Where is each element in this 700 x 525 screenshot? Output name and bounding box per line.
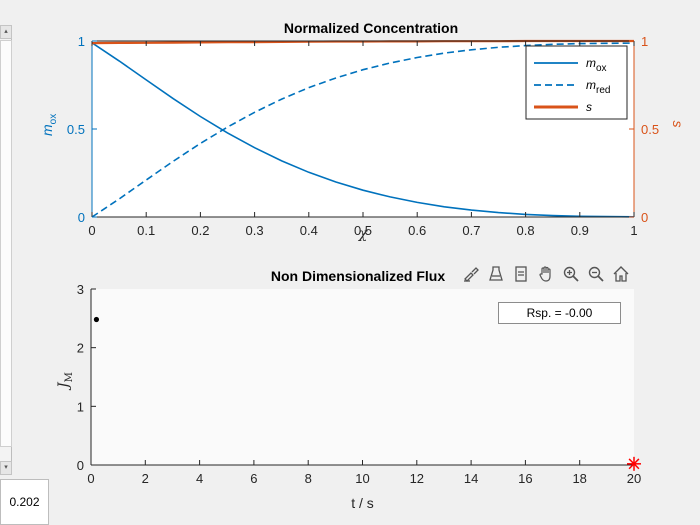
- top-left-y-axis-label: mox: [39, 114, 59, 136]
- legend-entry-label: mox: [586, 56, 607, 74]
- pan-hand-icon[interactable]: [534, 262, 558, 286]
- data-tips-icon[interactable]: [484, 262, 508, 286]
- top-x-tick-label: 0.7: [462, 223, 480, 238]
- bottom-x-tick-label: 8: [305, 471, 312, 486]
- slider-value-text: 0.202: [9, 495, 40, 509]
- top-left-y-tick-label: 0: [78, 210, 85, 225]
- top-right-y-axis-label: s: [670, 121, 686, 128]
- top-x-axis-label: χ: [358, 226, 369, 242]
- top-x-tick-label: 0.1: [137, 223, 155, 238]
- slider-value-field[interactable]: 0.202: [0, 479, 49, 525]
- vertical-slider[interactable]: ▴ ▾: [0, 25, 12, 475]
- bottom-y-tick-label: 1: [77, 399, 84, 414]
- rsp-annotation-text: Rsp. = -0.00: [526, 306, 593, 320]
- bottom-x-tick-label: 14: [464, 471, 478, 486]
- bottom-x-tick-label: 12: [410, 471, 424, 486]
- bottom-x-tick-label: 10: [355, 471, 369, 486]
- top-x-tick-label: 0.4: [300, 223, 318, 238]
- slider-down-arrow-icon[interactable]: ▾: [0, 461, 12, 475]
- bottom-x-tick-label: 0: [87, 471, 94, 486]
- axes-toolbar: [459, 261, 633, 287]
- bottom-chart-title: Non Dimensionalized Flux: [271, 268, 445, 284]
- top-x-tick-label: 0.3: [246, 223, 264, 238]
- bottom-x-tick-label: 4: [196, 471, 203, 486]
- bottom-x-tick-label: 2: [142, 471, 149, 486]
- home-icon[interactable]: [609, 262, 633, 286]
- top-x-tick-label: 0.6: [408, 223, 426, 238]
- legend-entry-label: s: [586, 100, 592, 114]
- slider-up-arrow-icon[interactable]: ▴: [0, 25, 12, 39]
- top-x-tick-label: 0.2: [191, 223, 209, 238]
- slider-track[interactable]: [0, 40, 12, 447]
- export-icon[interactable]: [509, 262, 533, 286]
- bottom-x-tick-label: 6: [250, 471, 257, 486]
- bottom-x-axis-label: t / s: [351, 495, 374, 511]
- top-left-y-tick-label: 1: [78, 34, 85, 49]
- top-x-tick-label: 0: [88, 223, 95, 238]
- top-right-y-tick-label: 0.5: [641, 122, 659, 137]
- flux-current-marker: [627, 456, 641, 471]
- top-x-tick-label: 0.9: [571, 223, 589, 238]
- brush-icon[interactable]: [459, 262, 483, 286]
- top-x-tick-label: 0.8: [517, 223, 535, 238]
- rsp-annotation-box: Rsp. = -0.00: [498, 302, 621, 324]
- bottom-y-axis-label: JM: [56, 372, 75, 391]
- zoom-in-icon[interactable]: [559, 262, 583, 286]
- zoom-out-icon[interactable]: [584, 262, 608, 286]
- bottom-x-tick-label: 20: [627, 471, 641, 486]
- star-marker-stroke: [628, 458, 640, 470]
- top-left-y-tick-label: 0.5: [67, 122, 85, 137]
- legend-entry-label: mred: [586, 78, 610, 96]
- top-right-y-tick-label: 1: [641, 34, 648, 49]
- bottom-x-tick-label: 16: [518, 471, 532, 486]
- bottom-x-tick-label: 18: [572, 471, 586, 486]
- bottom-y-tick-label: 0: [77, 458, 84, 473]
- bottom-y-tick-label: 3: [77, 282, 84, 297]
- top-x-tick-label: 0.5: [354, 223, 372, 238]
- series-line-mred: [91, 42, 635, 218]
- bottom-y-tick-label: 2: [77, 341, 84, 356]
- flux-data-point: [93, 316, 100, 323]
- top-right-y-tick-label: 0: [641, 210, 648, 225]
- series-line-mox: [91, 42, 635, 218]
- top-x-tick-label: 1: [630, 223, 637, 238]
- top-chart-title: Normalized Concentration: [284, 20, 458, 36]
